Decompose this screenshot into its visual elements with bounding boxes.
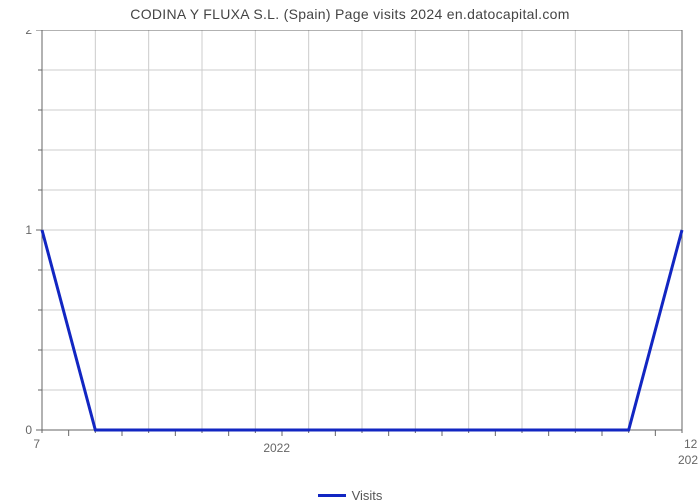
- x-corner-right-2: 202: [678, 453, 698, 467]
- y-tick-label: 1: [25, 223, 32, 237]
- x-corner-right: 12: [684, 437, 698, 451]
- y-tick-label: 0: [25, 423, 32, 437]
- legend-swatch: [318, 494, 346, 497]
- legend: Visits: [0, 485, 700, 503]
- chart-svg: 0122022712202: [0, 30, 700, 470]
- x-tick-label: 2022: [263, 441, 290, 455]
- legend-item-visits: Visits: [318, 488, 383, 503]
- legend-label: Visits: [352, 488, 383, 503]
- x-corner-left: 7: [33, 437, 40, 451]
- chart-area: 0122022712202: [0, 30, 700, 500]
- y-tick-label: 2: [25, 30, 32, 37]
- chart-title: CODINA Y FLUXA S.L. (Spain) Page visits …: [0, 6, 700, 22]
